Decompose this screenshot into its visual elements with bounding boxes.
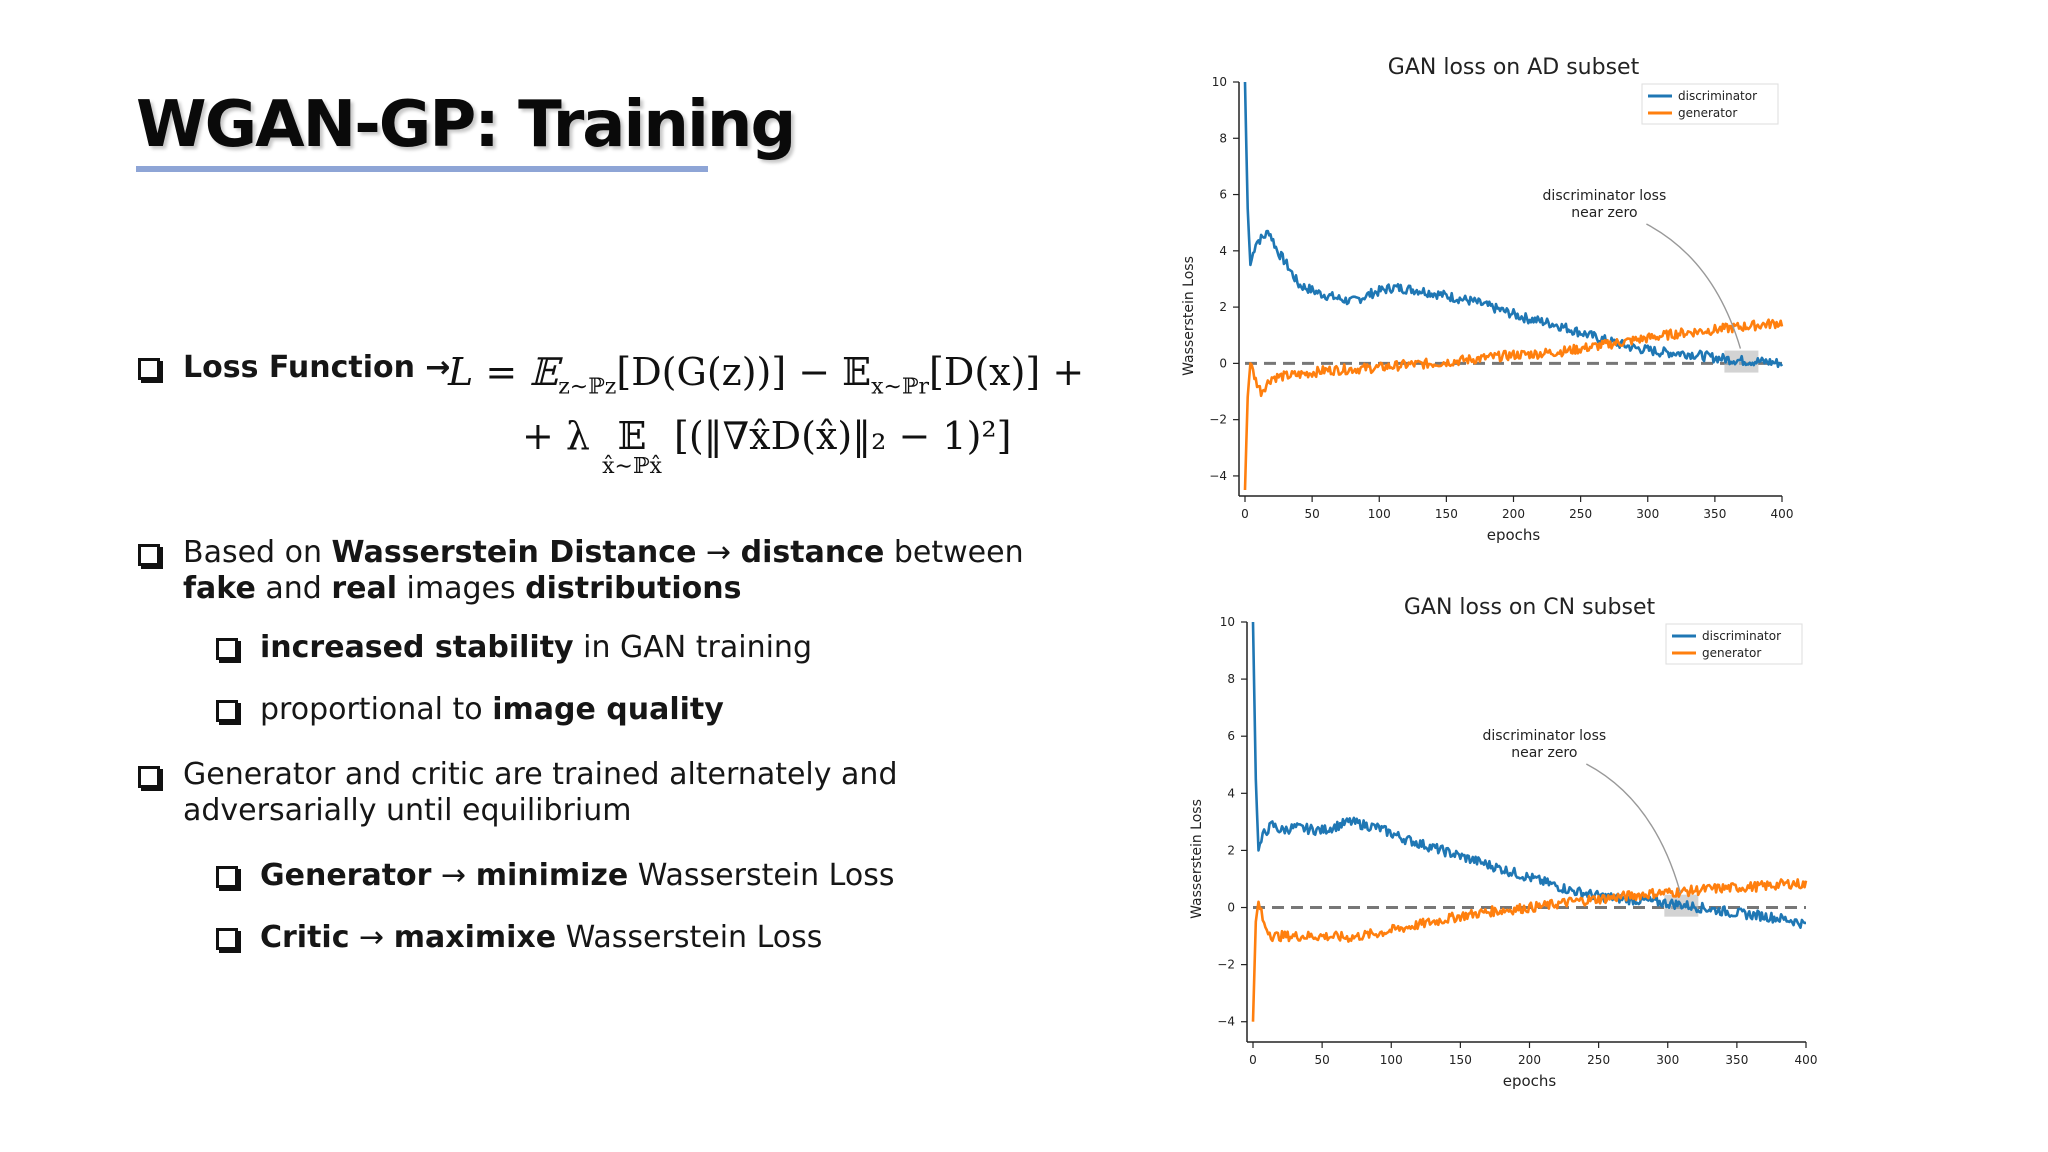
x-axis-label: epochs [1503, 1072, 1557, 1090]
x-tick-label: 400 [1795, 1053, 1818, 1067]
y-axis-label: Wasserstein Loss [1189, 799, 1205, 919]
y-tick-label: 8 [1219, 131, 1227, 145]
y-tick-label: 2 [1227, 843, 1235, 857]
sub-bullet-checkbox [216, 866, 238, 888]
y-tick-label: 2 [1219, 300, 1227, 314]
annotation-text: near zero [1511, 745, 1577, 761]
legend-label-generator: generator [1702, 646, 1761, 660]
sub-bullet-checkbox [216, 700, 238, 722]
annotation-arrow [1646, 223, 1742, 349]
x-tick-label: 250 [1569, 507, 1592, 521]
x-axis-label: epochs [1487, 526, 1541, 544]
chart-title: GAN loss on AD subset [1388, 55, 1640, 80]
x-tick-label: 300 [1656, 1053, 1679, 1067]
y-tick-label: 0 [1227, 901, 1235, 915]
x-tick-label: 50 [1304, 507, 1319, 521]
y-tick-label: 6 [1219, 188, 1227, 202]
x-tick-label: 100 [1380, 1053, 1403, 1067]
title-underline [136, 166, 708, 172]
bullet-checkbox [138, 544, 160, 566]
y-axis-label: Wasserstein Loss [1181, 256, 1197, 376]
legend-box [1665, 623, 1803, 665]
y-tick-label: 4 [1219, 244, 1227, 258]
y-tick-label: −2 [1217, 958, 1235, 972]
y-tick-label: −4 [1217, 1015, 1235, 1029]
critic-bullet: Critic → maximixe Wasserstein Loss [260, 920, 823, 955]
stability-bullet: increased stability in GAN training [260, 630, 812, 665]
y-tick-label: 0 [1219, 356, 1227, 370]
loss-function-label: Loss Function → [183, 350, 451, 385]
x-tick-label: 150 [1435, 507, 1458, 521]
series-line-generator [1243, 318, 1784, 491]
x-tick-label: 0 [1249, 1053, 1257, 1067]
bullet-checkbox [138, 766, 160, 788]
series-line-discriminator [1243, 81, 1784, 369]
sub-bullet-checkbox [216, 638, 238, 660]
legend-box [1641, 83, 1779, 125]
x-tick-label: 150 [1449, 1053, 1472, 1067]
near-zero-highlight [1664, 894, 1699, 917]
annotation-text: discriminator loss [1482, 728, 1606, 744]
y-tick-label: 10 [1220, 615, 1235, 629]
x-tick-label: 350 [1725, 1053, 1748, 1067]
x-tick-label: 200 [1518, 1053, 1541, 1067]
annotation-text: discriminator loss [1543, 188, 1667, 204]
x-tick-label: 50 [1314, 1053, 1329, 1067]
near-zero-highlight [1724, 350, 1759, 373]
bullet-checkbox [138, 358, 160, 380]
quality-bullet: proportional to image quality [260, 692, 724, 727]
series-line-discriminator [1251, 621, 1806, 929]
slide-title: WGAN-GP: Training [136, 88, 796, 162]
wasserstein-bullet: Based on Wasserstein Distance → distance… [183, 535, 1024, 606]
legend-label-discriminator: discriminator [1702, 629, 1781, 643]
y-tick-label: −4 [1209, 469, 1227, 483]
x-tick-label: 200 [1502, 507, 1525, 521]
x-tick-label: 350 [1703, 507, 1726, 521]
legend-label-generator: generator [1678, 106, 1737, 120]
x-tick-label: 400 [1771, 507, 1794, 521]
generator-bullet: Generator → minimize Wasserstein Loss [260, 858, 895, 893]
y-tick-label: 10 [1212, 75, 1227, 89]
x-tick-label: 0 [1241, 507, 1249, 521]
annotation-text: near zero [1571, 205, 1637, 221]
y-tick-label: 6 [1227, 729, 1235, 743]
legend-label-discriminator: discriminator [1678, 89, 1757, 103]
series-line-generator [1251, 878, 1808, 1022]
loss-formula-line1: L = 𝔼z∼ℙz[D(G(z))] − 𝔼x∼ℙr[D(x)] + [448, 350, 1085, 400]
x-tick-label: 250 [1587, 1053, 1610, 1067]
x-tick-label: 100 [1368, 507, 1391, 521]
sub-bullet-checkbox [216, 928, 238, 950]
chart-title: GAN loss on CN subset [1404, 595, 1656, 620]
y-tick-label: 4 [1227, 786, 1235, 800]
y-tick-label: −2 [1209, 413, 1227, 427]
alternate-bullet: Generator and critic are trained alterna… [183, 757, 898, 828]
y-tick-label: 8 [1227, 672, 1235, 686]
x-tick-label: 300 [1636, 507, 1659, 521]
annotation-arrow [1586, 763, 1682, 893]
